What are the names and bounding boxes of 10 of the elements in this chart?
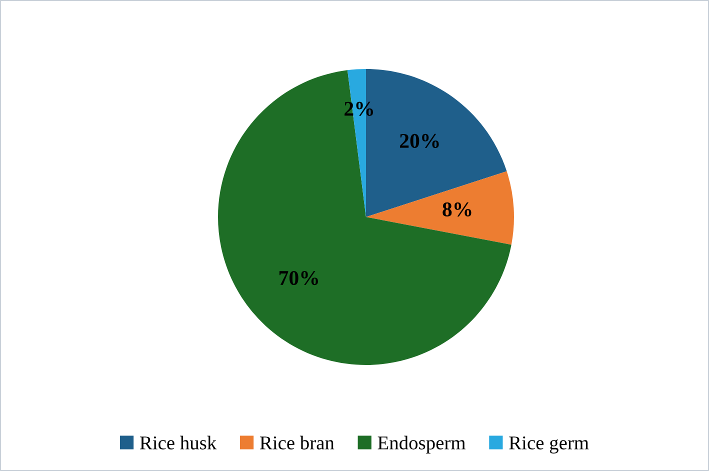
data-label: 2% — [344, 102, 373, 116]
pie-slice — [366, 171, 514, 245]
legend-label: Rice husk — [140, 436, 217, 450]
legend-label: Endosperm — [378, 436, 466, 454]
legend-label: Rice germ — [509, 436, 589, 454]
legend-label: Rice bran — [260, 436, 334, 450]
data-label: 20% — [400, 134, 439, 148]
pie-slice — [218, 70, 512, 365]
data-label: 8% — [442, 202, 472, 217]
data-label: 70% — [279, 270, 318, 286]
